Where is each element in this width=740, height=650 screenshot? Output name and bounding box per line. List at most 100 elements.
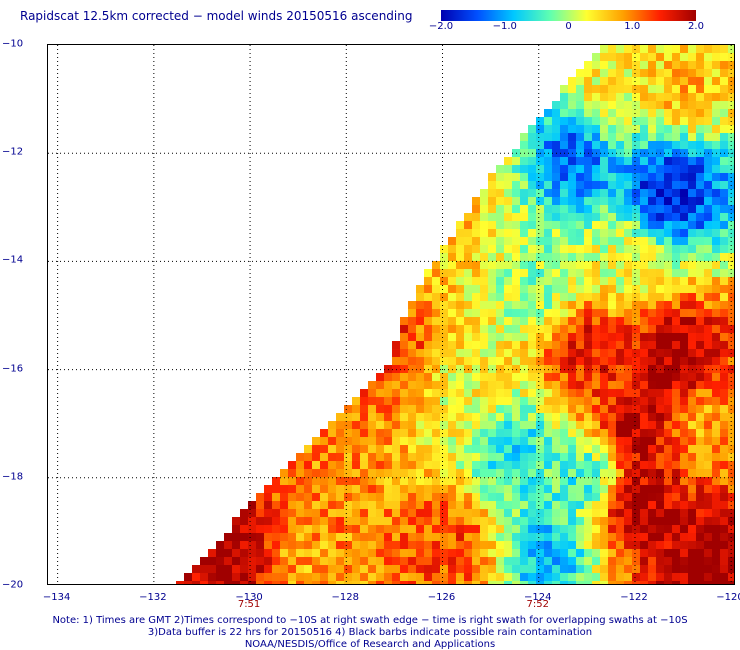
wind-diff-cell bbox=[624, 549, 632, 557]
wind-diff-cell bbox=[656, 477, 664, 485]
wind-diff-cell bbox=[424, 557, 432, 565]
wind-diff-cell bbox=[520, 573, 528, 581]
wind-diff-cell bbox=[432, 277, 440, 285]
wind-diff-cell bbox=[688, 325, 696, 333]
wind-diff-cell bbox=[528, 365, 536, 373]
wind-diff-cell bbox=[544, 301, 552, 309]
wind-diff-cell bbox=[688, 229, 696, 237]
wind-diff-cell bbox=[720, 85, 728, 93]
wind-diff-cell bbox=[600, 189, 608, 197]
wind-diff-cell bbox=[368, 533, 376, 541]
wind-diff-cell bbox=[448, 501, 456, 509]
wind-diff-cell bbox=[688, 565, 696, 573]
wind-diff-cell bbox=[720, 165, 728, 173]
wind-diff-cell bbox=[552, 453, 560, 461]
wind-diff-cell bbox=[384, 549, 392, 557]
wind-diff-cell bbox=[704, 197, 712, 205]
colorbar-tick-label: 1.0 bbox=[624, 21, 641, 32]
wind-diff-cell bbox=[640, 253, 648, 261]
wind-diff-cell bbox=[696, 173, 704, 181]
wind-diff-cell bbox=[712, 549, 720, 557]
wind-diff-cell bbox=[584, 125, 592, 133]
wind-diff-cell bbox=[472, 509, 480, 517]
wind-diff-cell bbox=[680, 109, 688, 117]
wind-diff-cell bbox=[456, 301, 464, 309]
wind-diff-cell bbox=[536, 565, 544, 573]
wind-diff-cell bbox=[704, 157, 712, 165]
wind-diff-cell bbox=[344, 445, 352, 453]
wind-diff-cell bbox=[672, 429, 680, 437]
wind-diff-cell bbox=[456, 229, 464, 237]
wind-diff-cell bbox=[656, 221, 664, 229]
wind-diff-cell bbox=[432, 317, 440, 325]
wind-diff-cell bbox=[568, 133, 576, 141]
wind-diff-cell bbox=[424, 349, 432, 357]
wind-diff-cell bbox=[624, 53, 632, 61]
wind-diff-cell bbox=[592, 469, 600, 477]
wind-diff-cell bbox=[480, 349, 488, 357]
wind-diff-cell bbox=[568, 565, 576, 573]
wind-diff-cell bbox=[712, 437, 720, 445]
wind-diff-cell bbox=[584, 581, 592, 584]
wind-diff-cell bbox=[472, 461, 480, 469]
wind-diff-cell bbox=[520, 373, 528, 381]
wind-diff-cell bbox=[576, 389, 584, 397]
wind-diff-cell bbox=[352, 461, 360, 469]
wind-diff-cell bbox=[544, 133, 552, 141]
wind-diff-cell bbox=[592, 77, 600, 85]
wind-diff-cell bbox=[632, 525, 640, 533]
wind-diff-cell bbox=[528, 517, 536, 525]
wind-diff-cell bbox=[480, 229, 488, 237]
wind-diff-cell bbox=[576, 253, 584, 261]
wind-diff-cell bbox=[432, 349, 440, 357]
wind-diff-cell bbox=[272, 509, 280, 517]
wind-diff-cell bbox=[464, 389, 472, 397]
wind-diff-cell bbox=[528, 405, 536, 413]
wind-diff-cell bbox=[408, 341, 416, 349]
wind-diff-cell bbox=[616, 93, 624, 101]
wind-diff-cell bbox=[640, 429, 648, 437]
wind-diff-cell bbox=[696, 53, 704, 61]
wind-diff-cell bbox=[456, 421, 464, 429]
wind-diff-cell bbox=[712, 221, 720, 229]
wind-diff-cell bbox=[440, 349, 448, 357]
wind-diff-cell bbox=[704, 365, 712, 373]
wind-diff-cell bbox=[704, 237, 712, 245]
wind-diff-cell bbox=[600, 221, 608, 229]
lon-tick-label: −126 bbox=[427, 592, 456, 603]
wind-diff-cell bbox=[552, 389, 560, 397]
wind-diff-cell bbox=[608, 157, 616, 165]
wind-diff-cell bbox=[416, 293, 424, 301]
wind-diff-cell bbox=[528, 437, 536, 445]
wind-diff-cell bbox=[648, 485, 656, 493]
wind-diff-cell bbox=[560, 317, 568, 325]
wind-diff-cell bbox=[464, 365, 472, 373]
wind-diff-cell bbox=[688, 525, 696, 533]
wind-diff-cell bbox=[648, 293, 656, 301]
wind-diff-cell bbox=[616, 157, 624, 165]
wind-diff-cell bbox=[584, 133, 592, 141]
wind-diff-cell bbox=[672, 133, 680, 141]
wind-diff-cell bbox=[488, 549, 496, 557]
wind-diff-cell bbox=[480, 245, 488, 253]
wind-diff-cell bbox=[680, 349, 688, 357]
wind-diff-cell bbox=[440, 261, 448, 269]
wind-diff-cell bbox=[424, 581, 432, 584]
wind-diff-cell bbox=[664, 189, 672, 197]
wind-diff-cell bbox=[624, 565, 632, 573]
wind-diff-cell bbox=[416, 533, 424, 541]
wind-diff-cell bbox=[568, 445, 576, 453]
wind-diff-cell bbox=[480, 285, 488, 293]
wind-diff-cell bbox=[664, 277, 672, 285]
wind-diff-cell bbox=[576, 325, 584, 333]
wind-diff-cell bbox=[680, 549, 688, 557]
wind-diff-cell bbox=[208, 557, 216, 565]
wind-diff-cell bbox=[448, 533, 456, 541]
wind-diff-cell bbox=[520, 165, 528, 173]
wind-diff-cell bbox=[664, 109, 672, 117]
wind-diff-cell bbox=[440, 525, 448, 533]
wind-diff-cell bbox=[536, 269, 544, 277]
wind-diff-cell bbox=[624, 101, 632, 109]
wind-diff-cell bbox=[520, 493, 528, 501]
wind-diff-cell bbox=[424, 533, 432, 541]
